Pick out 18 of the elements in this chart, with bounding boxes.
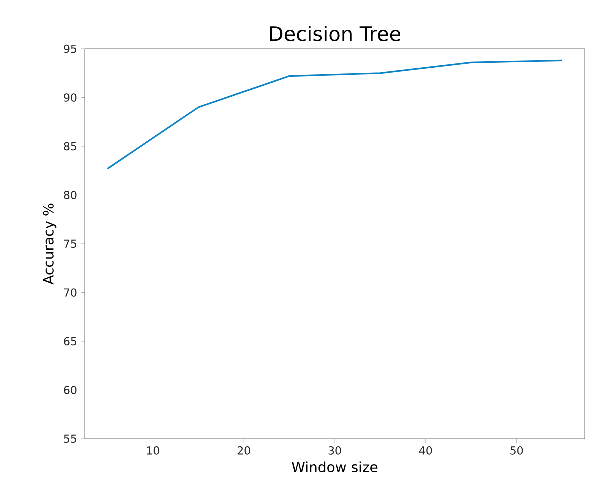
x-tick-label: 20 bbox=[238, 446, 250, 455]
y-tick-label: 70 bbox=[64, 288, 77, 297]
line-series bbox=[106, 60, 564, 170]
x-tick-label: 40 bbox=[419, 446, 432, 455]
x-tick-label: 50 bbox=[510, 446, 524, 455]
y-axis-title: Accuracy % bbox=[43, 204, 57, 285]
chart-title: Decision Tree bbox=[270, 26, 401, 42]
y-tick-label: 60 bbox=[64, 386, 77, 394]
y-tick-label: 65 bbox=[64, 337, 77, 346]
y-tick-label: 80 bbox=[64, 191, 77, 200]
y-tick-label: 75 bbox=[64, 240, 77, 248]
x-axis-title: Window size bbox=[292, 462, 378, 473]
x-tick-label: 30 bbox=[328, 446, 342, 455]
y-tick-label: 55 bbox=[64, 434, 77, 444]
y-tick-label: 95 bbox=[64, 44, 77, 54]
x-tick-label: 10 bbox=[147, 446, 160, 455]
y-tick-label: 85 bbox=[64, 142, 77, 151]
y-tick-label: 90 bbox=[64, 94, 77, 102]
